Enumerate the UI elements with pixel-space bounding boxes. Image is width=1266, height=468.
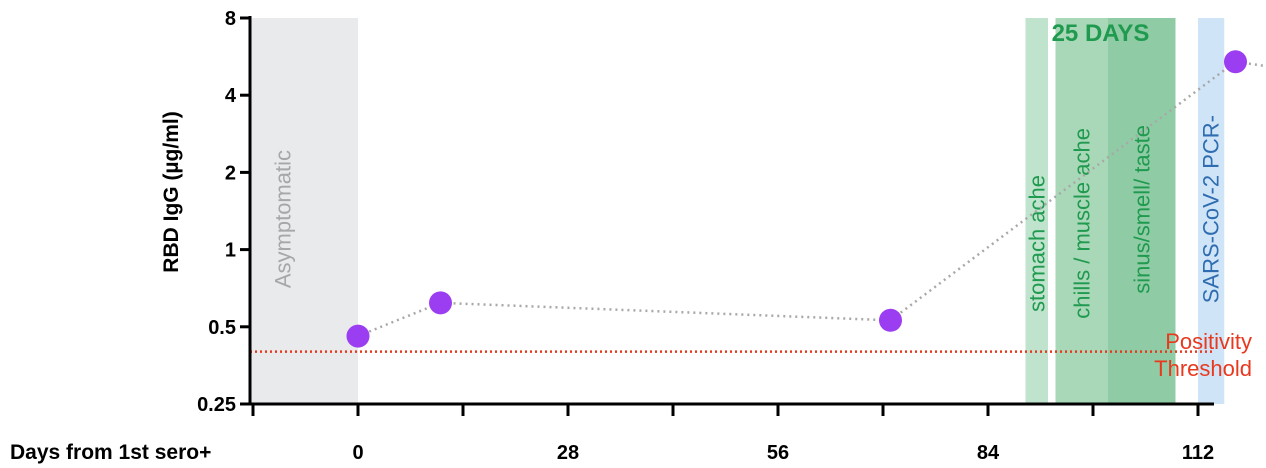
y-tick-label-5: 8: [225, 8, 236, 30]
region-label-3: sinus/smell/ taste: [1129, 125, 1154, 294]
y-tick-label-0: 0.25: [197, 394, 236, 416]
x-tick-label-2: 56: [767, 442, 789, 464]
threshold-label-line-1: Threshold: [1154, 356, 1252, 381]
shaded-region-4: [1198, 18, 1225, 404]
y-axis-title: RBD IgG (µg/ml): [160, 111, 183, 272]
shaded-region-2: [1055, 18, 1108, 404]
bracket-label: 25 DAYS: [1052, 20, 1150, 47]
data-point-3: [1224, 50, 1247, 74]
y-tick-label-2: 1: [225, 240, 236, 262]
x-tick-label-0: 0: [352, 442, 363, 464]
shaded-regions: Asymptomatic stomach ache chills / muscle …: [250, 18, 1225, 404]
x-tick-label-1: 28: [557, 442, 579, 464]
x-axis-title: Days from 1st sero+: [10, 441, 211, 464]
data-point-1: [429, 291, 452, 315]
threshold-label-line-0: Positivity: [1165, 329, 1252, 354]
region-label-2: chills / muscle ache: [1069, 128, 1094, 319]
region-label-4: SARS-CoV-2 PCR-: [1199, 115, 1224, 303]
region-label-1: stomach ache: [1024, 175, 1049, 312]
data-point-0: [346, 324, 370, 348]
x-tick-label-3: 84: [977, 442, 1000, 464]
region-label-0: Asymptomatic: [271, 150, 296, 288]
shaded-region-0: [250, 18, 358, 404]
data-series: [346, 50, 1266, 348]
y-tick-label-1: 0.5: [208, 317, 236, 339]
y-tick-label-3: 2: [225, 162, 236, 184]
y-tick-label-4: 4: [225, 85, 237, 107]
axes: 0.250.512480285684112140: [197, 8, 1214, 464]
shaded-region-3: [1108, 18, 1176, 404]
chart-labels: 25 DAYS Days from 1st sero+ RBD IgG (µg/ml…: [10, 20, 1149, 464]
data-point-2: [879, 308, 902, 332]
x-tick-label-4: 112: [1182, 442, 1214, 464]
